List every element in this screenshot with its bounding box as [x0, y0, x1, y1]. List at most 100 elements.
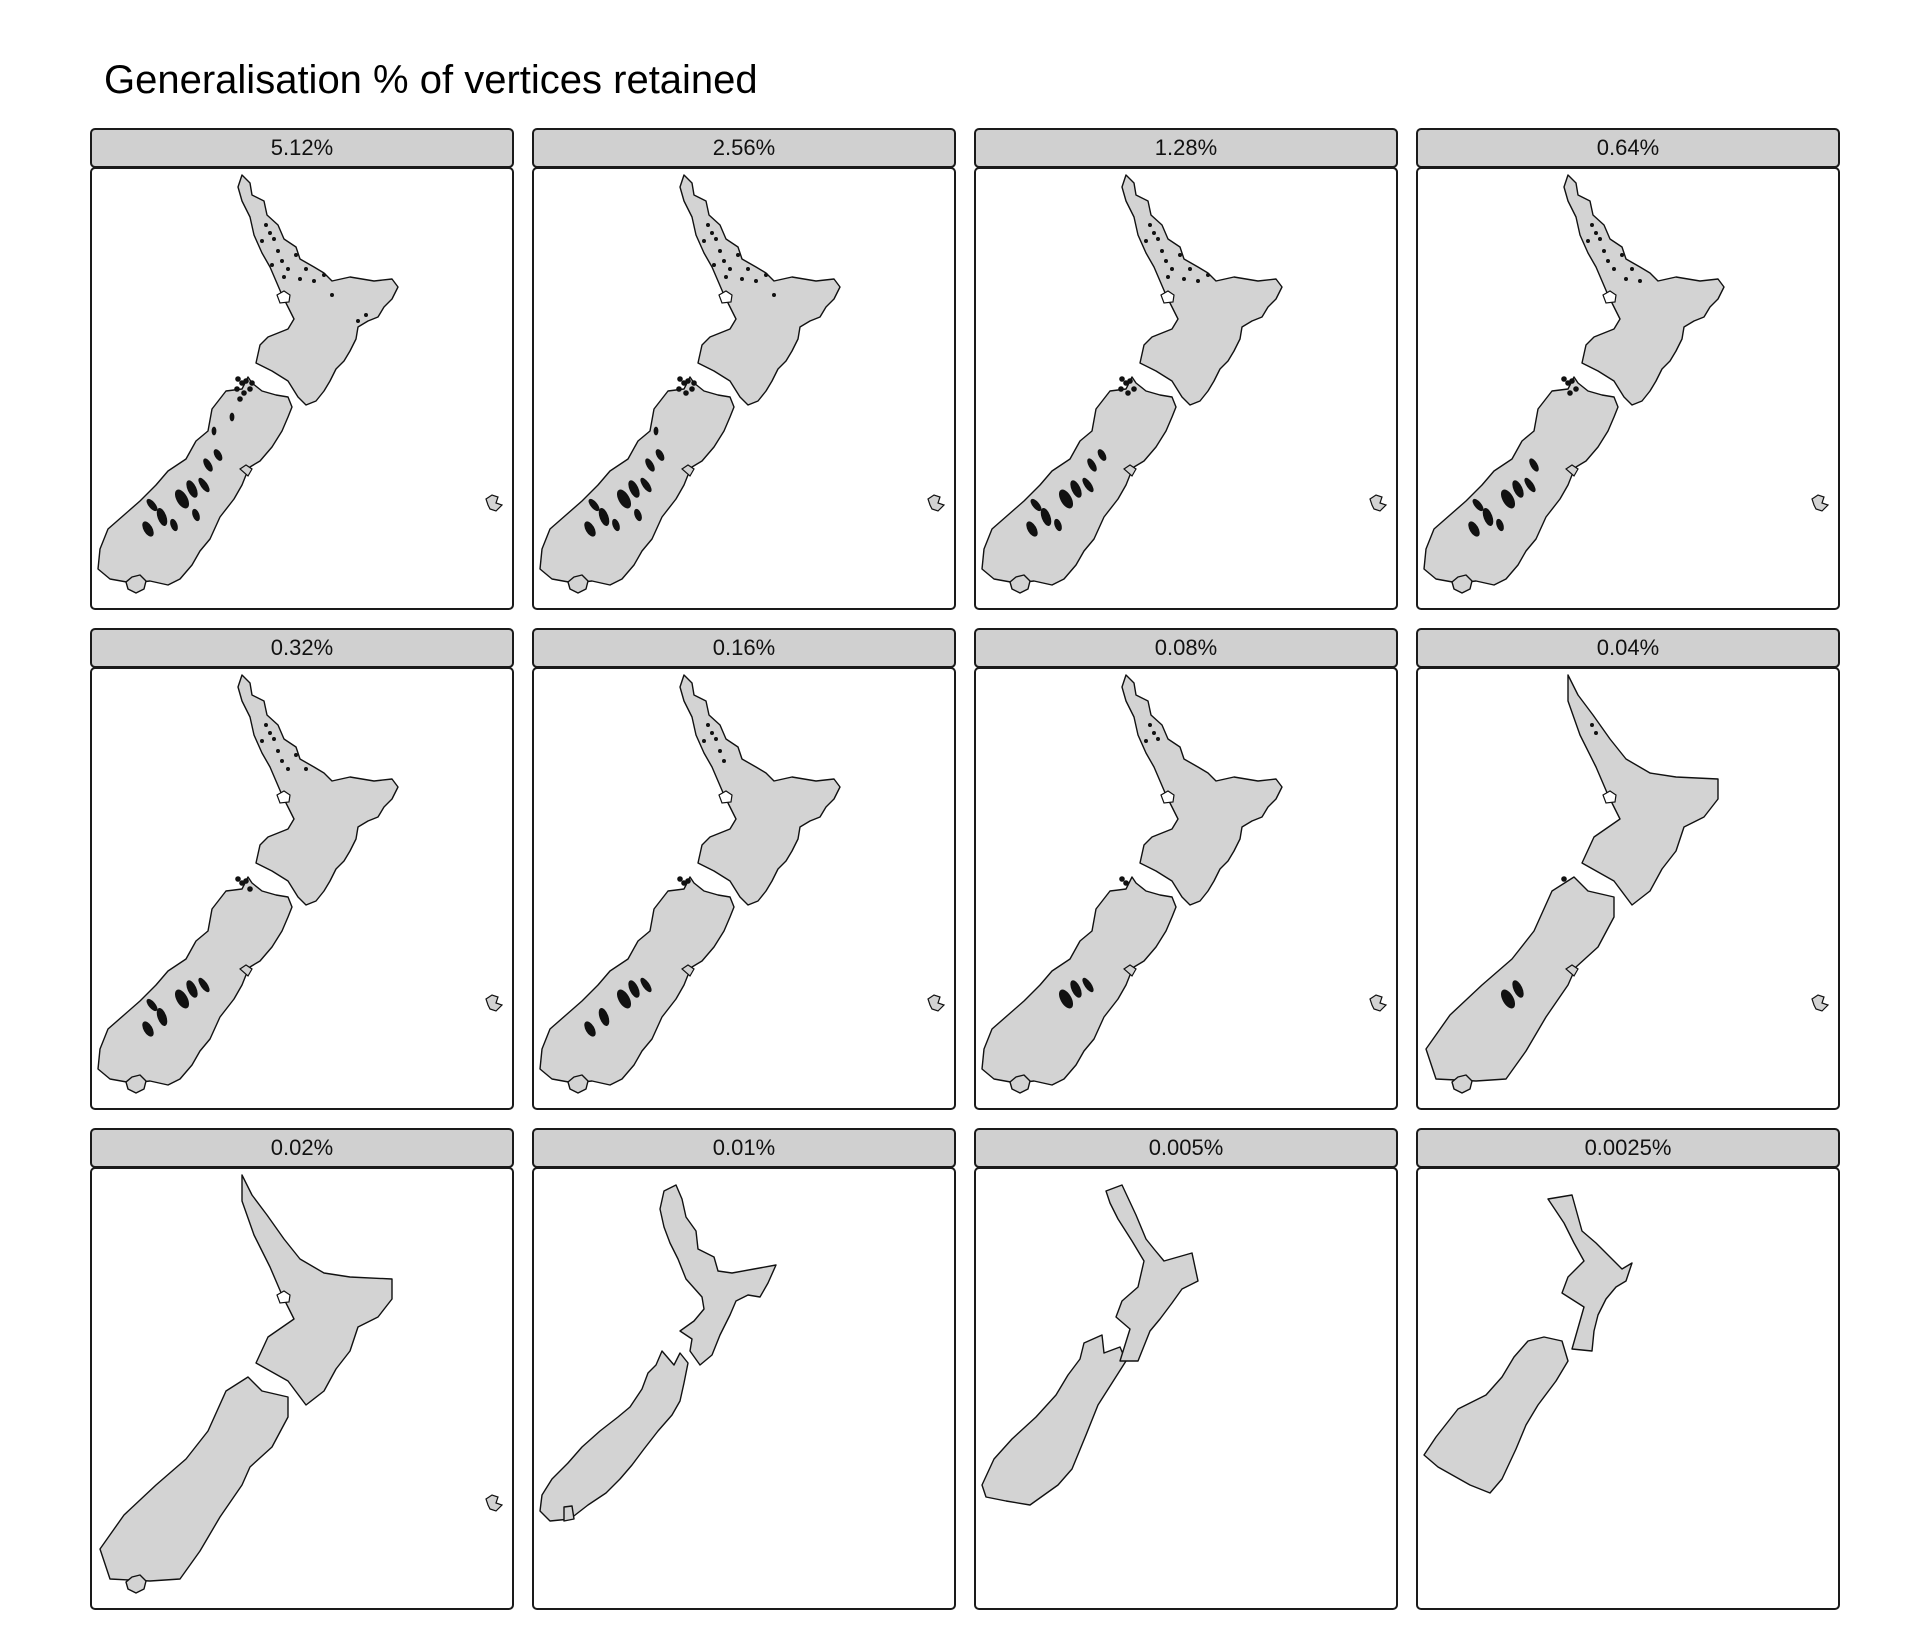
new-zealand-map [1423, 174, 1830, 594]
sound-marker [685, 878, 691, 884]
islet-marker [739, 277, 744, 282]
sound-marker [1569, 378, 1575, 384]
stewart-island [1009, 574, 1031, 594]
sound-marker [1123, 880, 1129, 886]
lake-taupo [1160, 790, 1175, 804]
lake-marker [1054, 518, 1062, 532]
islet-marker [1187, 267, 1192, 272]
north-island [237, 174, 399, 406]
facet-grid: 5.12% 2.56% 1.28% 0.64% 0.32% 0.16% 0.08… [90, 128, 1840, 1610]
new-zealand-map [97, 174, 504, 594]
south-island [981, 376, 1177, 586]
lake-marker [598, 508, 610, 526]
lake-marker [584, 521, 596, 537]
new-zealand-map [1425, 674, 1830, 1094]
islet-marker [735, 253, 740, 258]
facet: 0.08% [974, 628, 1398, 1110]
north-island [1121, 674, 1283, 906]
sound-marker [243, 378, 249, 384]
lake-marker [628, 480, 640, 498]
new-zealand-map [981, 1184, 1199, 1506]
islet-marker [271, 737, 276, 742]
sound-marker [691, 380, 697, 386]
facet: 0.64% [1416, 128, 1840, 610]
lake-marker [186, 480, 198, 498]
stewart-island [567, 1074, 589, 1094]
islet-marker [1593, 231, 1598, 236]
sound-marker [1561, 876, 1567, 882]
facet-strip: 1.28% [974, 128, 1398, 168]
lake-marker [1082, 977, 1094, 993]
sound-marker [683, 390, 689, 396]
map-panel [532, 1167, 956, 1610]
lake-marker [1070, 480, 1082, 498]
south-island [539, 1350, 689, 1522]
islet-marker [279, 259, 284, 264]
islet-marker [1623, 277, 1628, 282]
chatham-islands [485, 994, 504, 1012]
stewart-island [125, 1074, 147, 1094]
lake-marker [1482, 508, 1494, 526]
islet-marker [1169, 267, 1174, 272]
facet: 0.16% [532, 628, 956, 1110]
chart-title: Generalisation % of vertices retained [104, 58, 758, 102]
south-island [99, 1376, 289, 1582]
lake-taupo [276, 1290, 291, 1304]
islet-marker [1151, 231, 1156, 236]
lake-marker [1496, 518, 1504, 532]
islet-marker [771, 293, 776, 298]
lake-marker [1058, 489, 1074, 509]
islet-marker [1155, 237, 1160, 242]
facet-strip: 0.005% [974, 1128, 1398, 1168]
islet-marker [717, 249, 722, 254]
chatham-islands [485, 1494, 504, 1512]
lake-marker [612, 518, 620, 532]
islet-marker [717, 749, 722, 754]
islet-marker [1589, 223, 1594, 228]
stewart-island [1451, 1074, 1473, 1094]
islet-marker [1597, 237, 1602, 242]
facet-strip: 5.12% [90, 128, 514, 168]
lake-marker [634, 508, 642, 522]
sound-marker [235, 376, 241, 382]
facet-strip: 0.64% [1416, 128, 1840, 168]
islet-marker [709, 231, 714, 236]
lake-marker [640, 977, 652, 993]
islet-marker [705, 723, 710, 728]
chatham-islands [927, 494, 946, 512]
islet-marker [701, 739, 706, 744]
islet-marker [329, 293, 334, 298]
lake-marker [1512, 480, 1524, 498]
islet-marker [1165, 275, 1170, 280]
north-island [237, 674, 399, 906]
lake-taupo [276, 290, 291, 304]
banks-peninsula [239, 964, 253, 977]
islet-marker [745, 267, 750, 272]
south-island [1423, 376, 1619, 586]
sound-marker [1119, 376, 1125, 382]
facet-strip: 0.04% [1416, 628, 1840, 668]
islet-marker [279, 759, 284, 764]
stewart-island [125, 1574, 147, 1594]
new-zealand-map [97, 674, 504, 1094]
lake-marker [655, 449, 665, 461]
islet-marker [1151, 731, 1156, 736]
stewart-island [1009, 1074, 1031, 1094]
sound-marker [689, 386, 695, 392]
islet-marker [293, 253, 298, 258]
map-panel [1416, 1167, 1840, 1610]
chatham-islands [1369, 494, 1388, 512]
islet-marker [275, 249, 280, 254]
north-island [1105, 1184, 1199, 1362]
north-island [679, 674, 841, 906]
lake-marker [1512, 980, 1524, 998]
lake-marker [142, 1021, 154, 1037]
lake-marker [198, 477, 210, 493]
lake-marker [1472, 498, 1484, 512]
south-island [1423, 1336, 1569, 1494]
lake-marker [653, 426, 659, 436]
islet-marker [1593, 731, 1598, 736]
islet-marker [285, 267, 290, 272]
lake-taupo [718, 790, 733, 804]
map-panel [1416, 167, 1840, 610]
